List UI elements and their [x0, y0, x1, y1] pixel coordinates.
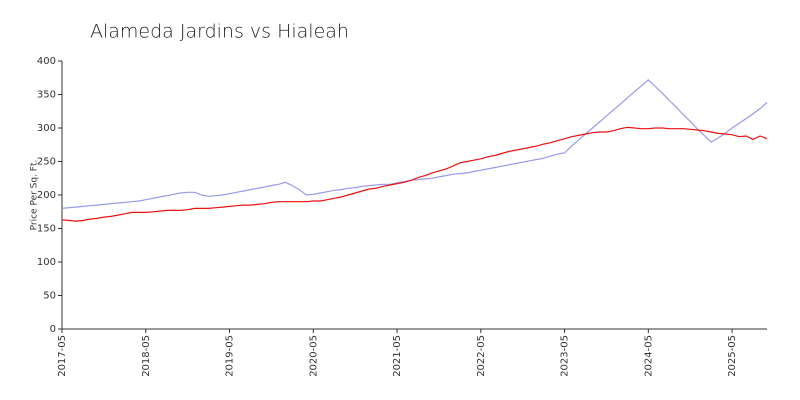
y-tick-label: 200 [37, 190, 56, 201]
y-axis-label: Price Per Sq. Ft. [30, 160, 40, 231]
y-tick-label: 150 [37, 224, 56, 235]
x-tick-label: 2020-05 [308, 335, 319, 377]
y-tick-label: 100 [37, 257, 56, 268]
x-tick-label: 2019-05 [225, 335, 236, 377]
x-tick-label: 2023-05 [560, 335, 571, 377]
x-tick-label: 2022-05 [476, 335, 487, 377]
x-tick-label: 2025-05 [727, 335, 738, 377]
y-tick-label: 250 [37, 157, 56, 168]
x-tick-label: 2017-05 [57, 335, 68, 377]
y-tick-label: 400 [37, 56, 56, 67]
x-tick-label: 2018-05 [141, 335, 152, 377]
x-tick-label: 2024-05 [643, 335, 654, 377]
y-tick-label: 0 [50, 324, 56, 335]
y-tick-label: 350 [37, 90, 56, 101]
y-tick-label: 300 [37, 123, 56, 134]
x-tick-label: 2021-05 [392, 335, 403, 377]
y-tick-label: 50 [43, 291, 56, 302]
series-line [61, 126, 768, 222]
series-line [61, 78, 768, 209]
chart-title: Alameda Jardins vs Hialeah [90, 21, 349, 43]
